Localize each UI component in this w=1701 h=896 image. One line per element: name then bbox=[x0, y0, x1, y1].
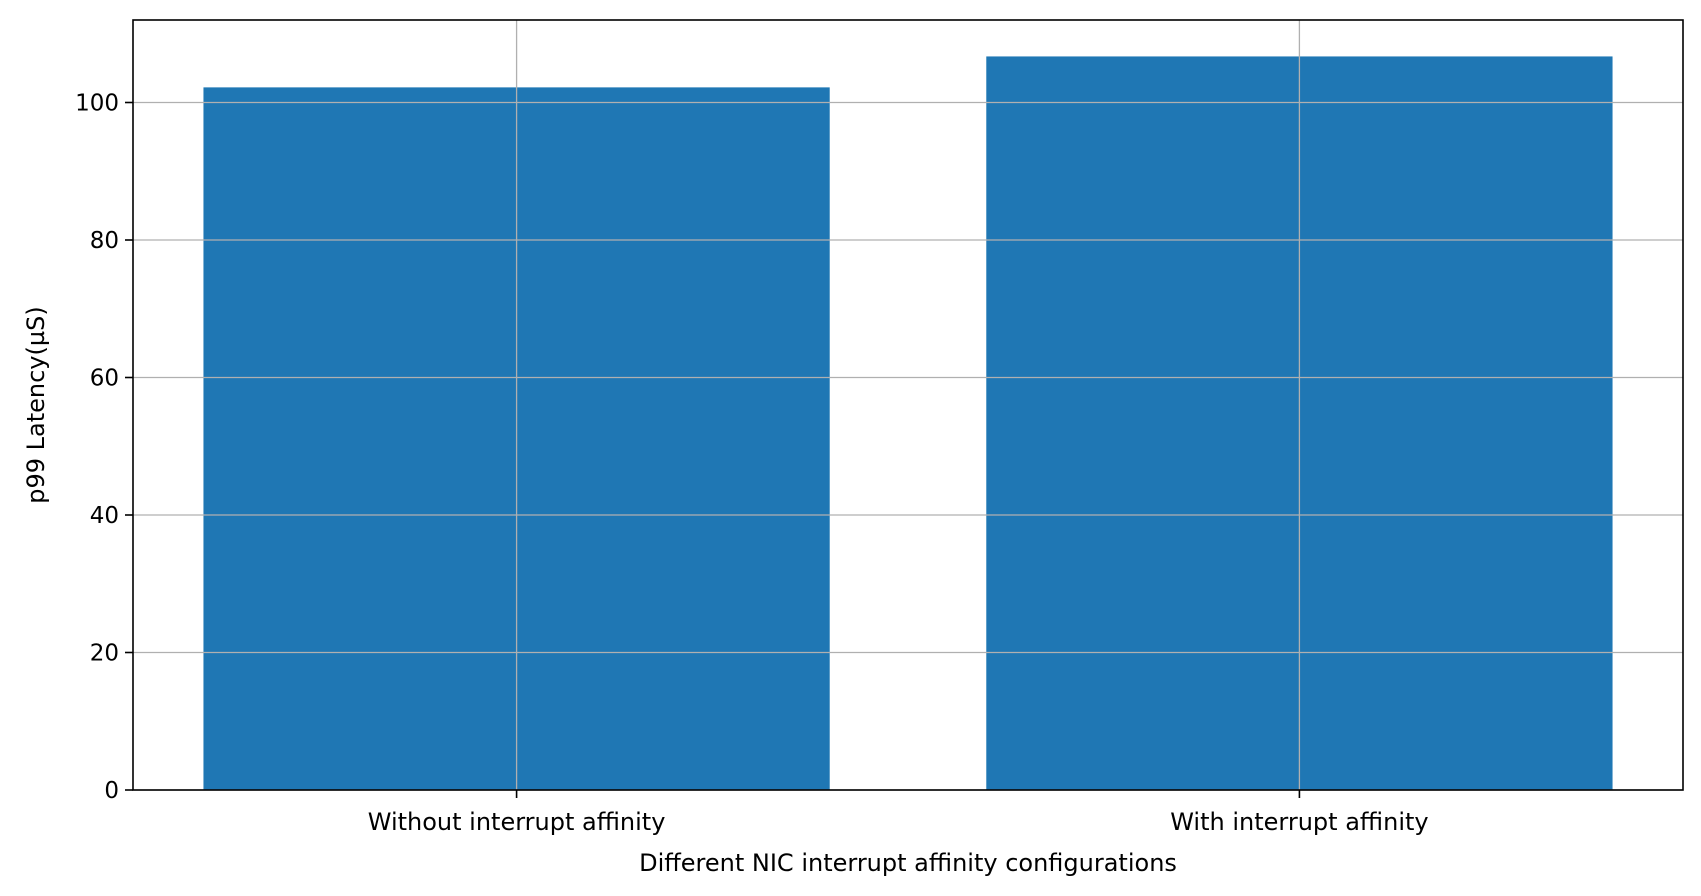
y-axis-label: p99 Latency(µS) bbox=[22, 306, 50, 504]
y-tick-label-3: 60 bbox=[90, 366, 119, 392]
x-tick-label-1: With interrupt affinity bbox=[1170, 808, 1428, 836]
x-axis-ticks: Without interrupt affinity With interrupt… bbox=[368, 790, 1429, 836]
x-tick-label-0: Without interrupt affinity bbox=[368, 808, 666, 836]
y-tick-label-5: 100 bbox=[75, 91, 119, 117]
y-tick-label-4: 80 bbox=[90, 228, 119, 254]
y-tick-label-2: 40 bbox=[90, 503, 119, 529]
y-tick-label-1: 20 bbox=[90, 641, 119, 667]
plot-area-frame bbox=[132, 19, 1684, 791]
y-axis-ticks: 0 20 40 60 80 100 bbox=[75, 91, 133, 804]
x-axis-label: Different NIC interrupt affinity configu… bbox=[639, 849, 1177, 877]
y-tick-label-0: 0 bbox=[104, 778, 119, 804]
